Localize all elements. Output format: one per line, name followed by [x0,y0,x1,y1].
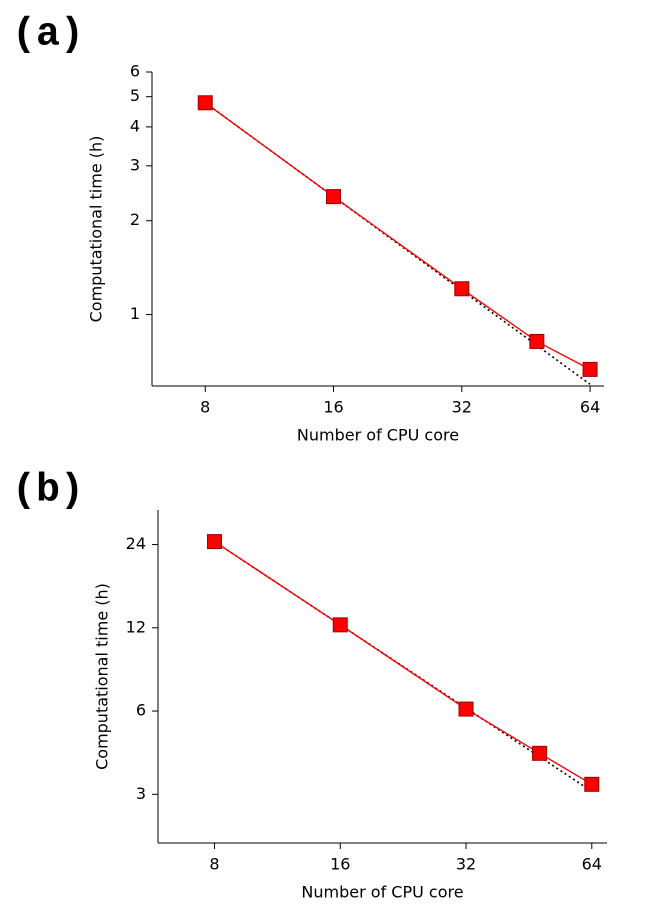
marker [326,189,342,205]
x-tick-label: 32 [452,398,472,417]
marker [458,701,474,717]
x-tick-label: 8 [200,398,210,417]
y-tick-label: 24 [126,534,146,553]
y-tick-label: 5 [130,86,140,105]
marker [529,333,545,349]
x-tick-label: 32 [456,855,476,874]
x-tick-label: 64 [582,855,602,874]
panel-label: (a) [12,13,84,58]
y-axis-label: Computational time (h) [93,583,112,770]
y-tick-label: 1 [130,304,140,323]
marker [582,361,598,377]
marker [584,776,600,792]
y-tick-label: 12 [126,617,146,636]
y-tick-label: 4 [130,116,140,135]
x-tick-label: 16 [330,855,350,874]
marker [206,534,222,550]
marker [454,281,470,297]
y-axis-label: Computational time (h) [87,136,106,323]
x-axis-label: Number of CPU core [297,426,459,445]
x-axis-label: Number of CPU core [301,883,463,902]
x-tick-label: 64 [580,398,600,417]
marker [532,745,548,761]
marker [332,617,348,633]
y-tick-label: 3 [130,155,140,174]
x-tick-label: 16 [323,398,343,417]
y-tick-label: 6 [136,701,146,720]
series-line [204,102,591,371]
y-tick-label: 6 [130,62,140,81]
x-tick-label: 8 [209,855,219,874]
y-tick-label: 2 [130,210,140,229]
panel-label: (b) [12,469,84,514]
y-tick-label: 3 [136,784,146,803]
marker [197,95,213,111]
